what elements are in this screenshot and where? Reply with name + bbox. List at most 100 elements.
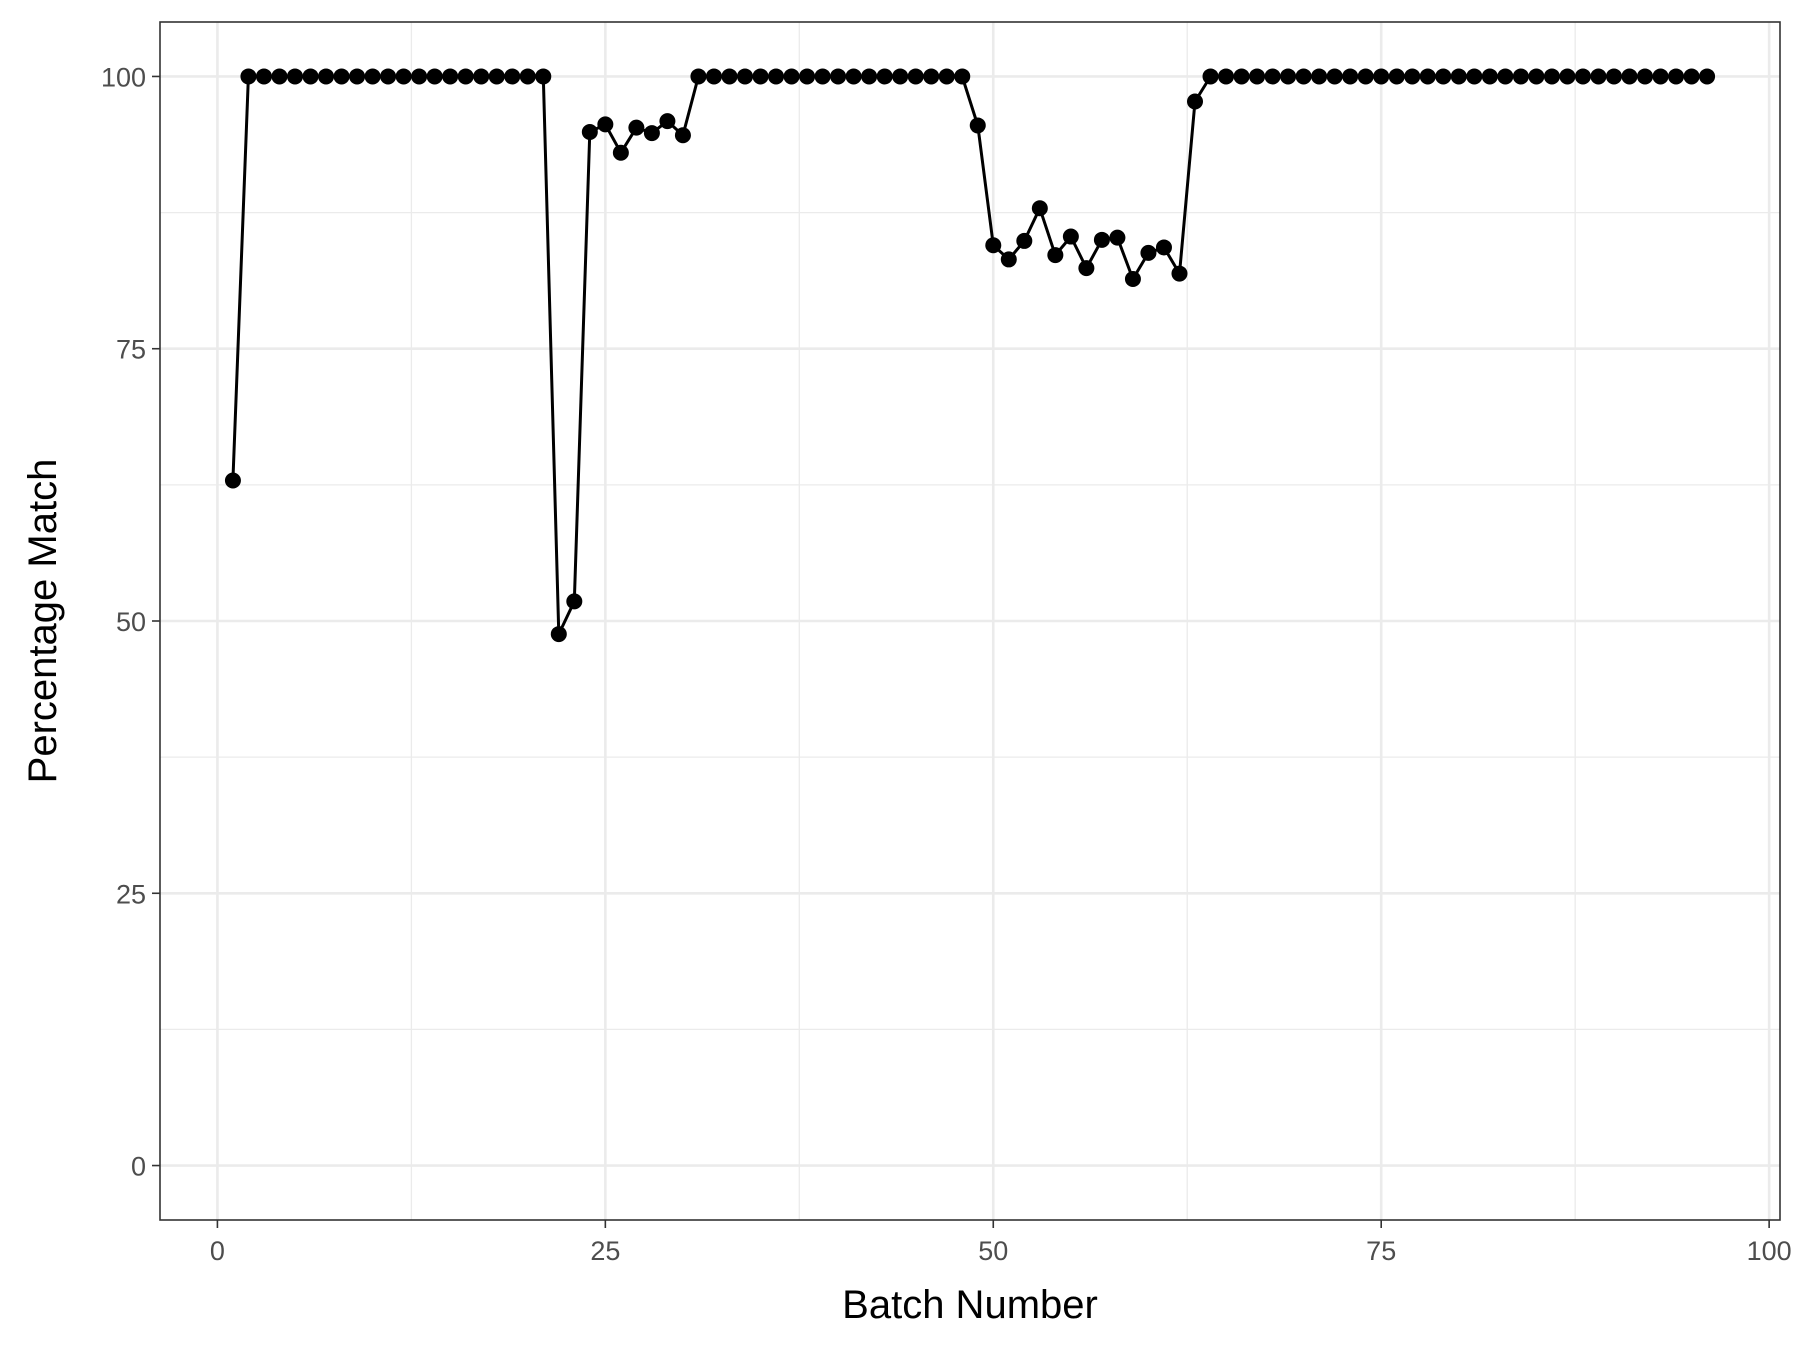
- data-point: [271, 68, 288, 85]
- data-point: [1668, 68, 1685, 85]
- data-point: [1109, 229, 1126, 246]
- data-point: [1543, 68, 1560, 85]
- data-point: [1047, 247, 1064, 264]
- data-point: [1404, 68, 1421, 85]
- data-point: [1155, 239, 1172, 256]
- data-point: [1124, 271, 1141, 288]
- data-point: [597, 116, 614, 133]
- data-point: [395, 68, 412, 85]
- data-point: [907, 68, 924, 85]
- data-point: [1218, 68, 1235, 85]
- data-point: [690, 68, 707, 85]
- data-point: [1605, 68, 1622, 85]
- data-point: [473, 68, 490, 85]
- y-tick-label: 75: [116, 335, 146, 365]
- data-point: [364, 68, 381, 85]
- data-point: [1652, 68, 1669, 85]
- data-point: [519, 68, 536, 85]
- data-point: [969, 117, 986, 134]
- data-point: [861, 68, 878, 85]
- y-axis-title: Percentage Match: [21, 459, 65, 784]
- x-tick-label: 50: [978, 1236, 1008, 1266]
- data-point: [1295, 68, 1312, 85]
- data-point: [224, 472, 241, 489]
- data-point: [1016, 232, 1033, 249]
- data-point: [814, 68, 831, 85]
- data-point: [845, 68, 862, 85]
- x-axis: 0 25 50 75 100: [210, 1220, 1792, 1266]
- x-tick-label: 75: [1366, 1236, 1396, 1266]
- data-point: [985, 237, 1002, 254]
- data-point: [1559, 68, 1576, 85]
- data-point: [535, 68, 552, 85]
- data-point: [768, 68, 785, 85]
- data-point: [1683, 68, 1700, 85]
- data-series: [224, 68, 1716, 643]
- y-axis: 0 25 50 75 100: [101, 62, 160, 1182]
- data-point: [783, 68, 800, 85]
- x-axis-title: Batch Number: [842, 1283, 1098, 1327]
- data-point: [1140, 244, 1157, 261]
- data-point: [581, 123, 598, 140]
- data-point: [643, 125, 660, 142]
- data-point: [302, 68, 319, 85]
- data-point: [674, 127, 691, 144]
- data-point: [1280, 68, 1297, 85]
- data-point: [1000, 251, 1017, 268]
- data-point: [333, 68, 350, 85]
- x-tick-label: 25: [590, 1236, 620, 1266]
- data-point: [938, 68, 955, 85]
- x-tick-label: 100: [1747, 1236, 1792, 1266]
- data-point: [1171, 265, 1188, 282]
- data-point: [628, 119, 645, 136]
- data-point: [1450, 68, 1467, 85]
- data-point: [923, 68, 940, 85]
- gridlines: [160, 22, 1780, 1220]
- data-point: [1357, 68, 1374, 85]
- data-point: [659, 113, 676, 130]
- data-point: [1078, 260, 1095, 277]
- data-point: [1264, 68, 1281, 85]
- data-point: [411, 68, 428, 85]
- data-point: [892, 68, 909, 85]
- data-point: [1574, 68, 1591, 85]
- data-point: [1311, 68, 1328, 85]
- data-point: [1062, 228, 1079, 245]
- data-point: [240, 68, 257, 85]
- data-point: [1435, 68, 1452, 85]
- data-point: [752, 68, 769, 85]
- data-point: [1233, 68, 1250, 85]
- data-point: [830, 68, 847, 85]
- data-point: [1481, 68, 1498, 85]
- data-point: [1373, 68, 1390, 85]
- y-tick-label: 50: [116, 607, 146, 637]
- data-point: [1699, 68, 1716, 85]
- data-point: [1621, 68, 1638, 85]
- data-point: [721, 68, 738, 85]
- data-point: [550, 626, 567, 643]
- x-tick-label: 0: [210, 1236, 225, 1266]
- data-point: [799, 68, 816, 85]
- y-tick-label: 100: [101, 62, 146, 92]
- data-point: [1326, 68, 1343, 85]
- data-point: [1497, 68, 1514, 85]
- data-point: [737, 68, 753, 85]
- data-point: [566, 593, 583, 610]
- data-point: [380, 68, 397, 85]
- data-point: [488, 68, 505, 85]
- data-point: [255, 68, 272, 85]
- data-point: [612, 144, 629, 161]
- data-point: [1031, 200, 1048, 217]
- data-point: [1466, 68, 1483, 85]
- data-point: [1187, 93, 1203, 110]
- data-point: [1512, 68, 1529, 85]
- data-point: [349, 68, 366, 85]
- data-point: [442, 68, 459, 85]
- data-point: [457, 68, 474, 85]
- data-point: [1388, 68, 1405, 85]
- data-point: [1249, 68, 1266, 85]
- data-point: [504, 68, 521, 85]
- data-point: [1528, 68, 1545, 85]
- data-point: [876, 68, 893, 85]
